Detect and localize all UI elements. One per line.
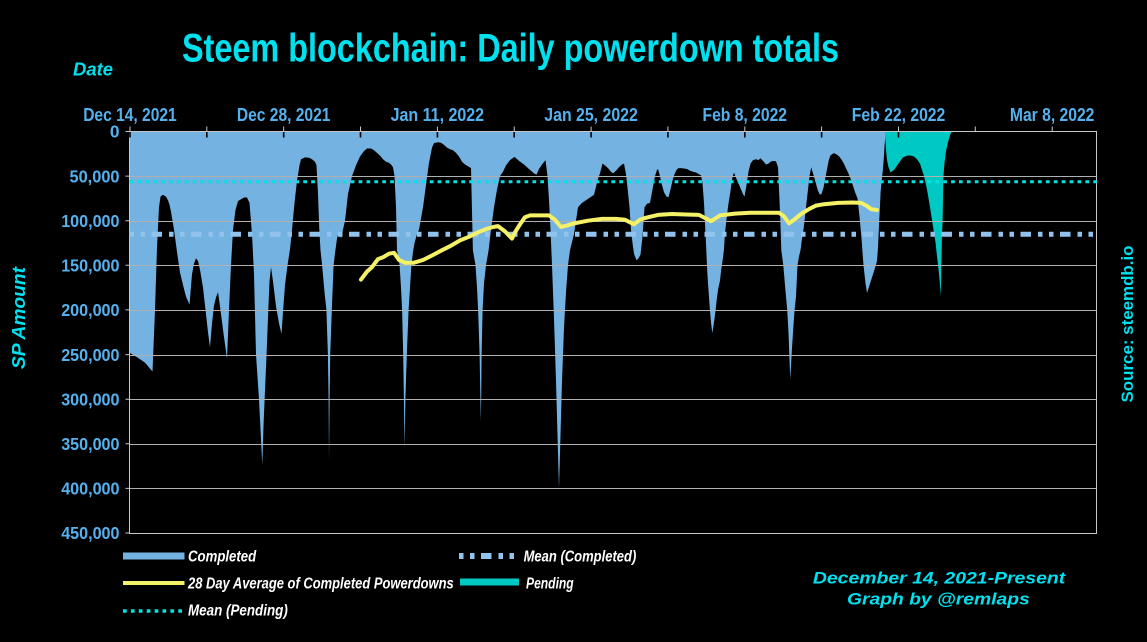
svg-text:Steem blockchain: Daily powerd: Steem blockchain: Daily powerdown totals [182,27,839,71]
svg-text:Mean (Pending): Mean (Pending) [188,603,288,620]
svg-text:Date: Date [73,60,113,80]
svg-text:December 14, 2021-Present: December 14, 2021-Present [813,569,1067,588]
svg-text:Mean (Completed): Mean (Completed) [524,549,637,566]
svg-text:Pending: Pending [526,576,574,593]
svg-text:0: 0 [110,122,120,142]
svg-text:Graph by @remlaps: Graph by @remlaps [847,590,1030,609]
svg-text:Completed: Completed [188,549,257,566]
svg-text:Dec 28, 2021: Dec 28, 2021 [237,105,331,125]
svg-text:50,000: 50,000 [70,166,120,186]
svg-text:150,000: 150,000 [61,256,119,276]
svg-text:200,000: 200,000 [61,300,119,320]
svg-text:300,000: 300,000 [61,389,119,409]
svg-text:400,000: 400,000 [61,479,119,499]
svg-text:Jan 11, 2022: Jan 11, 2022 [391,105,485,125]
svg-text:SP Amount: SP Amount [8,266,29,369]
svg-text:350,000: 350,000 [61,434,119,454]
svg-text:Source: steemdb.io: Source: steemdb.io [1118,246,1137,403]
svg-text:250,000: 250,000 [61,345,119,365]
svg-text:450,000: 450,000 [61,523,119,543]
svg-text:Dec 14, 2021: Dec 14, 2021 [83,105,177,125]
svg-text:28 Day Average of Completed Po: 28 Day Average of Completed Powerdowns [187,576,454,593]
svg-text:Jan 25, 2022: Jan 25, 2022 [544,105,638,125]
svg-text:100,000: 100,000 [61,211,119,231]
svg-text:Feb 22, 2022: Feb 22, 2022 [852,105,946,125]
svg-text:Mar 8, 2022: Mar 8, 2022 [1010,105,1095,125]
svg-text:Feb 8, 2022: Feb 8, 2022 [703,105,788,125]
